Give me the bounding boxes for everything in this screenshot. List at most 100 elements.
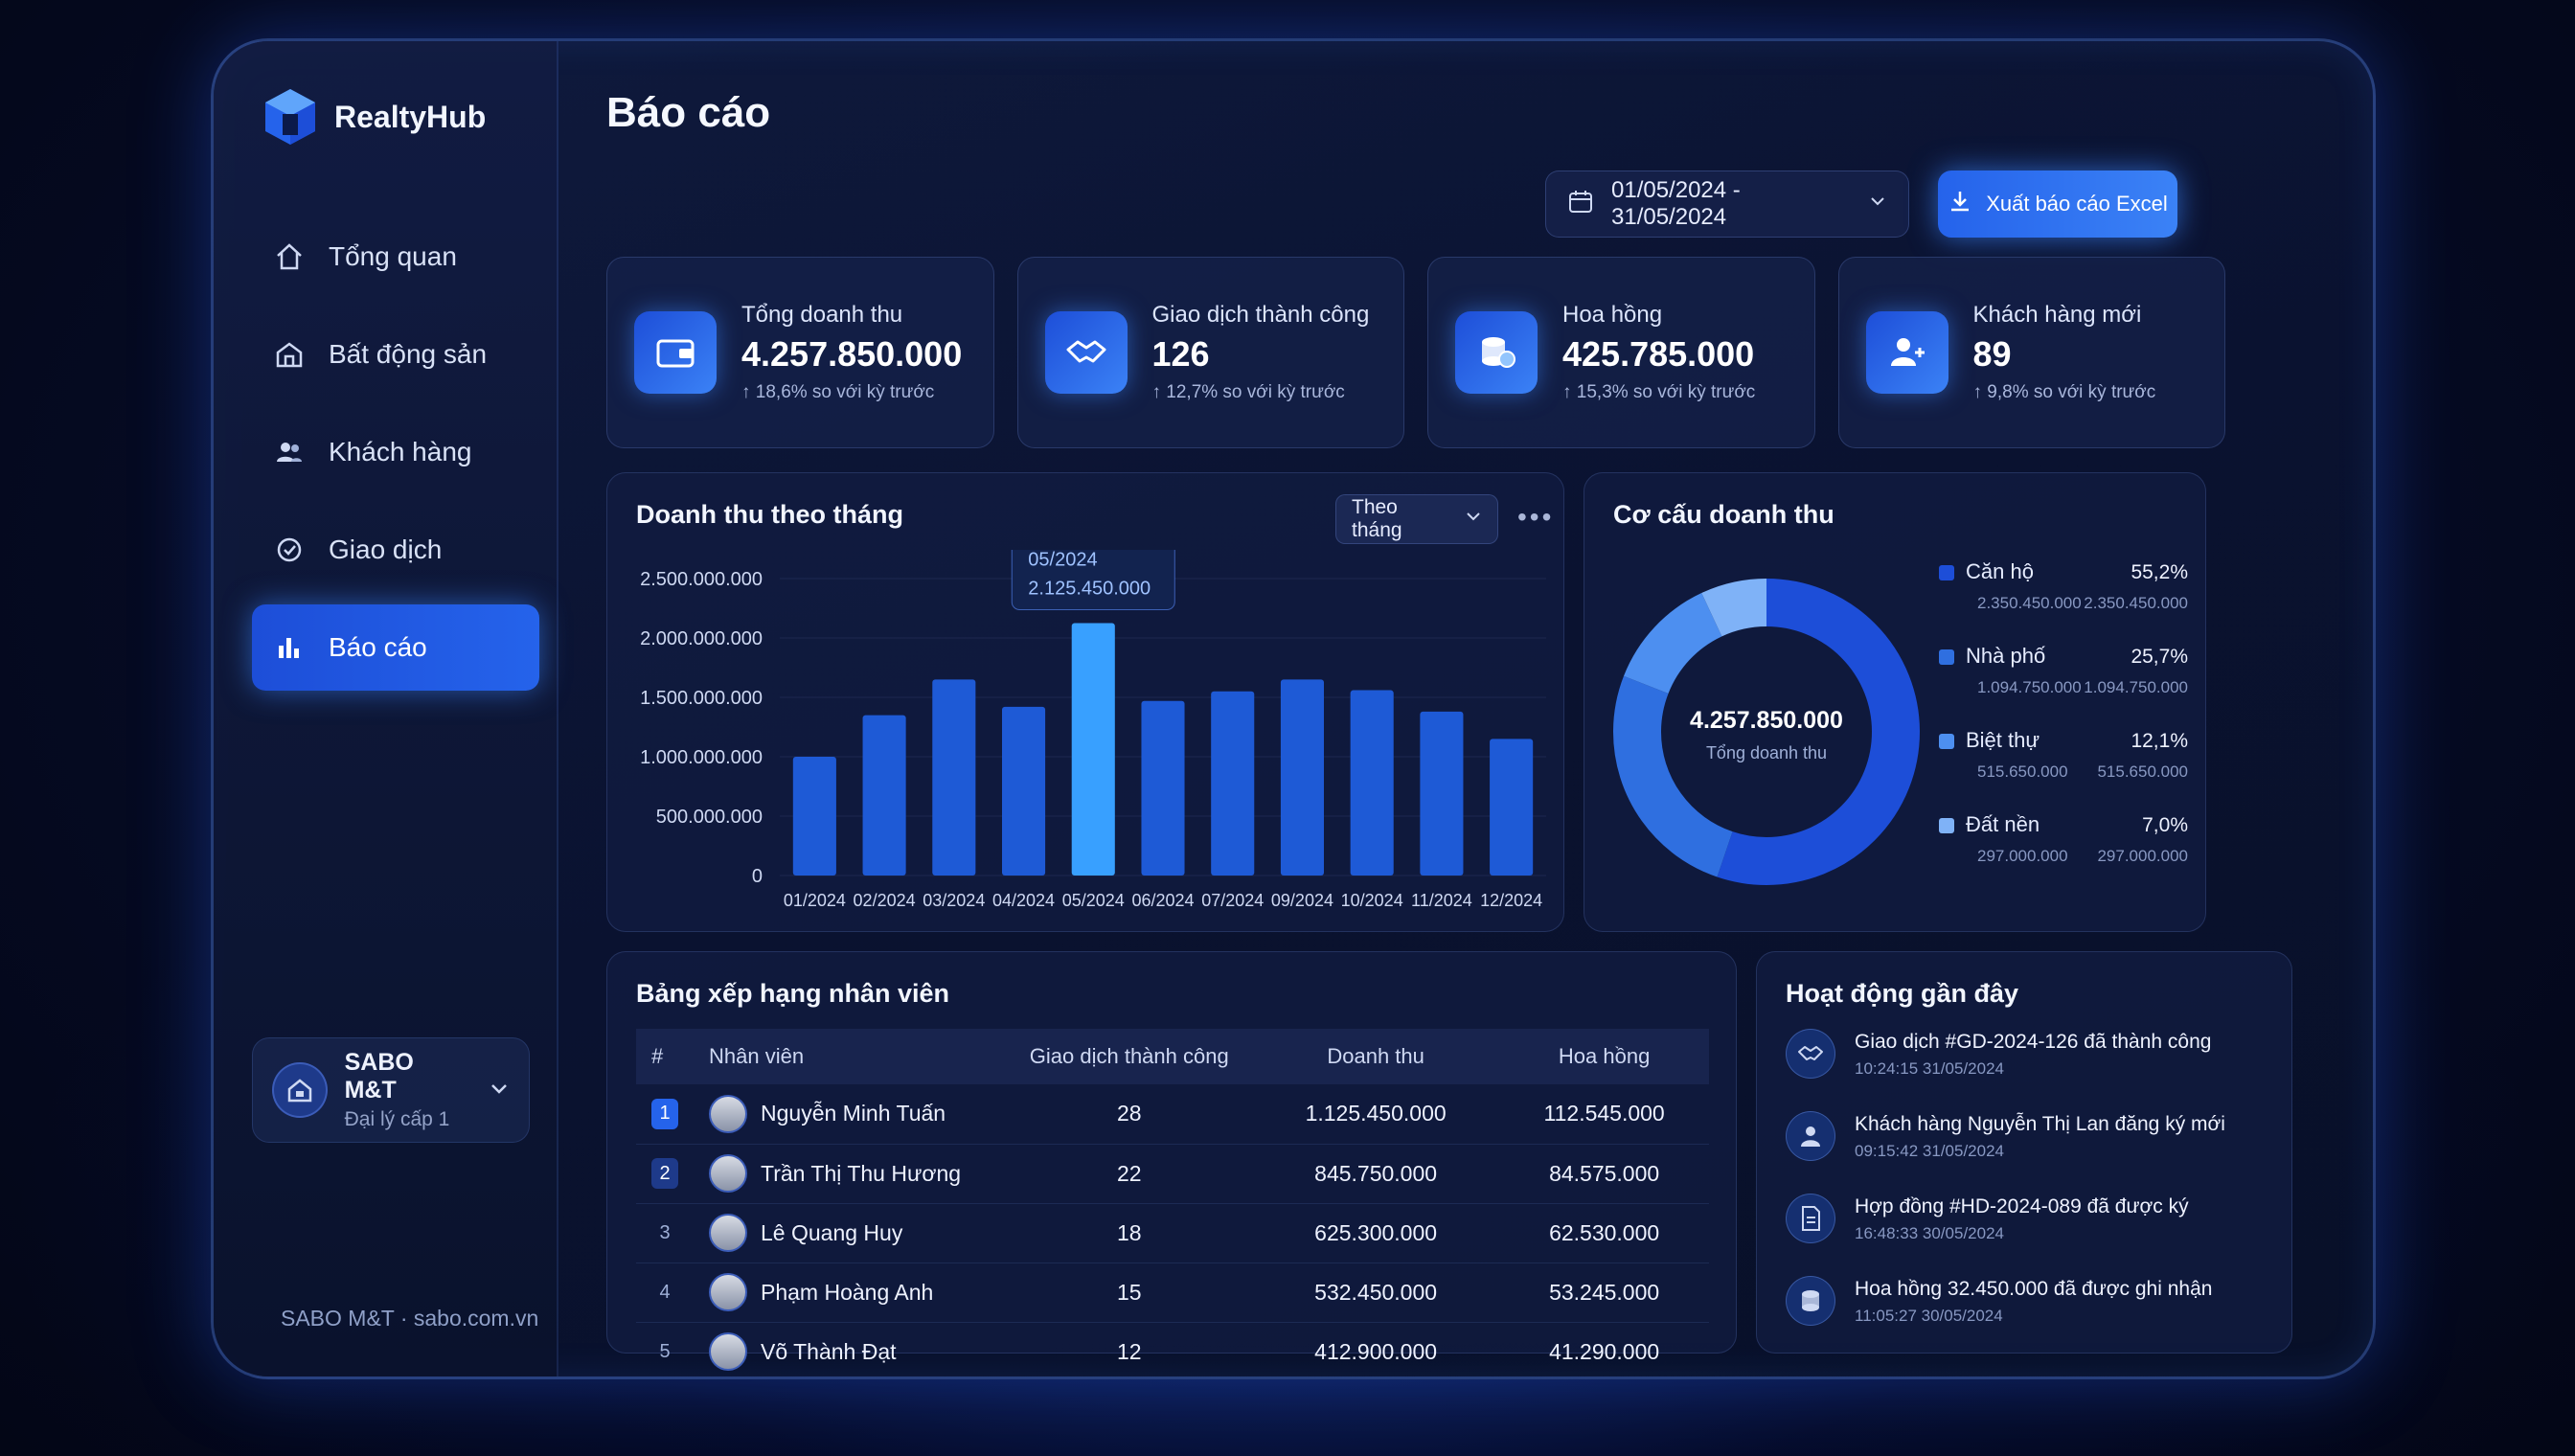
activity-text: Hoa hồng 32.450.000 đã được ghi nhận [1855,1278,2213,1300]
account-switcher[interactable]: SABO M&T Đại lý cấp 1 [252,1037,530,1143]
kpi-card-commission[interactable]: Hoa hồng 425.785.000 ↑ 15,3% so với kỳ t… [1427,257,1815,448]
commission-cell: 62.530.000 [1499,1203,1709,1263]
kpi-label: Hoa hồng [1562,302,1663,328]
activity-time: 09:15:42 31/05/2024 [1855,1142,2004,1160]
sidebar-item-properties[interactable]: Bất động sản [252,311,539,398]
export-excel-button[interactable]: Xuất báo cáo Excel [1938,171,2177,238]
legend-value: 2.350.450.000 [1977,594,2082,612]
tooltip-label: 05/2024 [1028,550,1097,570]
brand[interactable]: RealtyHub [263,87,486,147]
kpi-card-new-customers[interactable]: Khách hàng mới 89 ↑ 9,8% so với kỳ trước [1837,257,2225,448]
kpi-card-deals[interactable]: Giao dịch thành công 126 ↑ 12,7% so với … [1016,257,1404,448]
sidebar-item-reports[interactable]: Báo cáo [252,604,539,691]
deals-cell: 12 [1006,1322,1252,1376]
sidebar-item-label: Khách hàng [329,437,472,466]
employee: Phạm Hoàng Anh [709,1273,991,1311]
bar [792,757,836,876]
sidebar-item-customers[interactable]: Khách hàng [252,409,539,495]
list-item[interactable]: Khách hàng Nguyễn Thị Lan đăng ký mới 09… [1786,1111,2265,1194]
coins-icon [1786,1276,1835,1326]
kpi-row: Tổng doanh thu 4.257.850.000 ↑ 18,6% so … [606,257,2225,448]
table-row[interactable]: 1 Nguyễn Minh Tuấn 28 1.125.450.000 112.… [636,1084,1709,1145]
bar-chart-icon [273,631,306,664]
tooltip-value: 2.125.450.000 [1028,578,1151,599]
employee: Lê Quang Huy [709,1214,991,1252]
kpi-body: Tổng doanh thu 4.257.850.000 ↑ 18,6% so … [741,302,962,403]
activity-time: 11:05:27 30/05/2024 [1855,1307,2003,1325]
legend-swatch [1939,734,1954,749]
legend-name: Căn hộ [1966,559,2034,583]
table-row[interactable]: 5 Võ Thành Đạt 12 412.900.000 41.290.000 [636,1322,1709,1376]
legend-pct: 12,1% [2131,730,2188,752]
commission-cell: 84.575.000 [1499,1144,1709,1204]
date-range-value: 01/05/2024 - 31/05/2024 [1611,177,1741,230]
column-header[interactable]: Hoa hồng [1499,1029,1709,1084]
kpi-label: Giao dịch thành công [1151,302,1370,328]
activity-time: 10:24:15 31/05/2024 [1855,1059,2004,1078]
kpi-delta: ↑ 9,8% so với kỳ trước [1972,382,2156,402]
sidebar-item-transactions[interactable]: Giao dịch [252,507,539,593]
table-row[interactable]: 4 Phạm Hoàng Anh 15 532.450.000 53.245.0… [636,1263,1709,1323]
list-item[interactable]: Hợp đồng #HD-2024-089 đã được ký 16:48:3… [1786,1194,2265,1276]
table-row[interactable]: 2 Trần Thị Thu Hương 22 845.750.000 84.5… [636,1144,1709,1204]
column-header[interactable]: Doanh thu [1251,1029,1500,1084]
kpi-value: 4.257.850.000 [741,334,963,374]
legend-value-repeat: 1.094.750.000 [2084,678,2188,696]
kpi-label: Tổng doanh thu [741,302,903,328]
download-icon [1948,189,1972,219]
activity-body: Khách hàng Nguyễn Thị Lan đăng ký mới 09… [1855,1111,2225,1161]
table-row[interactable]: 3 Lê Quang Huy 18 625.300.000 62.530.000 [636,1203,1709,1263]
avatar [709,1273,747,1311]
kpi-delta: ↑ 12,7% so với kỳ trước [1151,382,1345,402]
legend-value-repeat: 2.350.450.000 [2084,594,2188,612]
list-item[interactable]: Giao dịch #GD-2024-126 đã thành công 10:… [1786,1029,2265,1111]
handshake-icon [1786,1029,1835,1079]
kpi-body: Giao dịch thành công 126 ↑ 12,7% so với … [1152,302,1370,403]
bar [1420,711,1464,876]
period-select[interactable]: Theo tháng [1335,494,1498,544]
employee-name: Nguyễn Minh Tuấn [761,1101,946,1126]
wallet-icon [634,311,717,394]
user-icon [1786,1111,1835,1161]
kpi-value: 89 [1972,334,2012,374]
rank-badge: 2 [651,1158,678,1189]
sidebar-item-label: Bất động sản [329,339,488,369]
column-header[interactable]: Giao dịch thành công [1006,1029,1252,1084]
column-header[interactable]: Nhân viên [694,1029,1007,1084]
employee-name: Phạm Hoàng Anh [761,1279,934,1305]
donut-slice [1613,579,1920,885]
chevron-down-icon[interactable] [489,1078,510,1103]
user-plus-icon [1865,311,1948,394]
table-header-row: # Nhân viên Giao dịch thành công Doanh t… [636,1029,1709,1084]
avatar [709,1214,747,1252]
y-tick-label: 2.000.000.000 [640,628,763,649]
column-header[interactable]: # [636,1029,694,1084]
revenue-cell: 1.125.450.000 [1251,1084,1500,1145]
x-tick-label: 04/2024 [992,891,1055,910]
employee-name: Trần Thị Thu Hương [761,1160,962,1186]
sidebar-item-overview[interactable]: Tổng quan [252,214,539,300]
date-range-picker[interactable]: 01/05/2024 - 31/05/2024 [1545,171,1909,238]
legend-value: 1.094.750.000 [1977,678,2082,696]
list-item[interactable]: Hoa hồng 32.450.000 đã được ghi nhận 11:… [1786,1276,2265,1358]
x-tick-label: 02/2024 [854,891,916,910]
revenue-chart-panel: Doanh thu theo tháng Theo tháng ••• 2.50… [606,472,1564,932]
panel-title: Hoạt động gần đây [1786,979,2018,1008]
deals-cell: 15 [1006,1263,1252,1323]
more-options-icon[interactable]: ••• [1517,502,1555,532]
calendar-icon [1567,188,1594,221]
legend-value: 515.650.000 [1977,762,2068,781]
legend-value-repeat: 297.000.000 [2097,847,2188,865]
legend-item: Đất nền 7,0% 297.000.000 297.000.000 [1939,812,2188,897]
deals-cell: 28 [1006,1084,1252,1145]
x-tick-label: 07/2024 [1201,891,1264,910]
kpi-card-revenue[interactable]: Tổng doanh thu 4.257.850.000 ↑ 18,6% so … [606,257,994,448]
handshake-icon [1044,311,1128,394]
y-tick-label: 2.500.000.000 [640,569,763,590]
x-tick-label: 06/2024 [1131,891,1194,910]
legend-pct: 7,0% [2142,814,2188,836]
export-label: Xuất báo cáo Excel [1986,192,2168,216]
cube-logo-icon [263,87,317,147]
document-icon [1786,1194,1835,1243]
chevron-down-icon [1868,191,1887,217]
